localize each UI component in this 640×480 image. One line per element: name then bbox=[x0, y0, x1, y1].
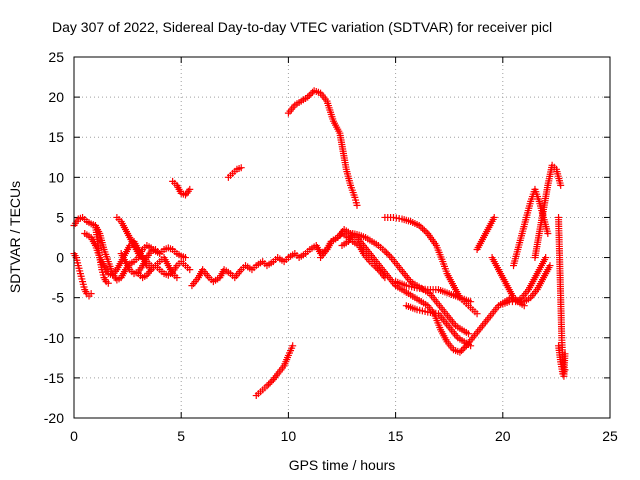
plot-frame bbox=[73, 56, 611, 419]
data-point-interp bbox=[420, 226, 428, 234]
data-point-interp bbox=[266, 379, 274, 387]
y-tick-label: 25 bbox=[48, 49, 64, 65]
y-tick-label: 10 bbox=[48, 169, 64, 185]
x-tick-label: 10 bbox=[281, 428, 297, 444]
data-point bbox=[104, 279, 112, 287]
series-track-s bbox=[488, 254, 528, 310]
data-point bbox=[304, 93, 312, 101]
data-point bbox=[263, 382, 271, 390]
data-point bbox=[561, 366, 569, 374]
chart-title: Day 307 of 2022, Sidereal Day-to-day VTE… bbox=[52, 19, 552, 35]
y-tick-label: 0 bbox=[56, 250, 64, 266]
data-point bbox=[520, 302, 528, 310]
x-tick-label: 20 bbox=[495, 428, 511, 444]
data-point-interp bbox=[422, 228, 430, 236]
series-track-q bbox=[402, 302, 475, 350]
series-track-i bbox=[188, 229, 389, 290]
data-point bbox=[546, 262, 554, 270]
data-point bbox=[186, 185, 194, 193]
data-point-interp bbox=[265, 380, 273, 388]
data-point bbox=[557, 181, 565, 189]
series-track-g bbox=[117, 246, 164, 278]
data-point bbox=[467, 298, 475, 306]
data-point-interp bbox=[307, 90, 315, 98]
data-point-interp bbox=[305, 92, 313, 100]
data-point-interp bbox=[384, 250, 392, 258]
data-point-interp bbox=[417, 223, 425, 231]
grid-lines bbox=[74, 57, 610, 418]
data-point bbox=[186, 266, 194, 274]
data-point bbox=[156, 250, 164, 258]
series-track-d bbox=[91, 221, 112, 287]
y-tick-label: 20 bbox=[48, 89, 64, 105]
data-point bbox=[542, 254, 550, 262]
x-tick-label: 5 bbox=[177, 428, 185, 444]
y-tick-label: -10 bbox=[44, 330, 64, 346]
series-track-w bbox=[555, 213, 569, 380]
series-track-v bbox=[531, 161, 565, 262]
data-point-interp bbox=[458, 347, 466, 355]
y-tick-label: 15 bbox=[48, 129, 64, 145]
data-point bbox=[561, 350, 569, 358]
series-track-j bbox=[224, 164, 245, 181]
series-track-k bbox=[252, 342, 297, 400]
data-point-interp bbox=[386, 252, 394, 260]
data-point bbox=[456, 348, 464, 356]
data-point bbox=[467, 342, 475, 350]
y-tick-label: 5 bbox=[56, 209, 64, 225]
data-point bbox=[490, 213, 498, 221]
x-axis-label: GPS time / hours bbox=[289, 457, 396, 473]
series-track-p bbox=[392, 278, 475, 306]
data-point-interp bbox=[268, 377, 276, 385]
data-point-interp bbox=[459, 345, 467, 353]
x-tick-label: 0 bbox=[70, 428, 78, 444]
data-point bbox=[237, 164, 245, 172]
series-track-b bbox=[70, 250, 95, 300]
y-axis-label: SDTVAR / TECUs bbox=[7, 181, 23, 293]
series-track-f bbox=[134, 258, 194, 282]
data-point bbox=[381, 247, 389, 255]
data-point bbox=[464, 330, 472, 338]
data-point bbox=[544, 229, 552, 237]
data-point bbox=[181, 254, 189, 262]
x-tick-label: 15 bbox=[388, 428, 404, 444]
data-point bbox=[473, 310, 481, 318]
data-point bbox=[353, 201, 361, 209]
data-point bbox=[87, 290, 95, 298]
data-point-interp bbox=[419, 225, 427, 233]
data-points bbox=[70, 87, 569, 400]
y-tick-label: -15 bbox=[44, 370, 64, 386]
series-track-r bbox=[473, 213, 498, 254]
series-track-x bbox=[555, 342, 569, 378]
data-point bbox=[415, 221, 423, 229]
data-point-interp bbox=[382, 249, 390, 257]
x-tick-label: 25 bbox=[602, 428, 618, 444]
series-track-h bbox=[169, 177, 194, 199]
y-tick-label: -5 bbox=[52, 290, 65, 306]
series-track-t bbox=[499, 254, 550, 308]
y-tick-label: -20 bbox=[44, 410, 64, 426]
data-point-interp bbox=[309, 88, 317, 96]
data-point bbox=[173, 274, 181, 282]
series-track-l bbox=[284, 87, 361, 209]
data-point bbox=[289, 342, 297, 350]
